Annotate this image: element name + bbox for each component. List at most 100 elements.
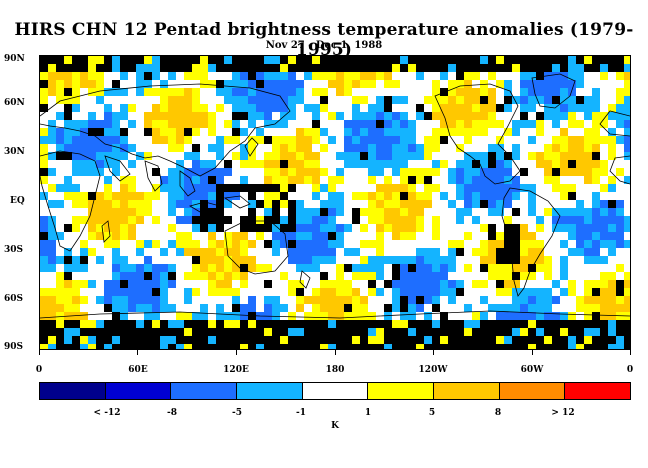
anomaly-cell	[552, 104, 560, 112]
anomaly-cell	[384, 160, 392, 168]
anomaly-cell	[432, 56, 440, 64]
anomaly-cell	[352, 144, 360, 152]
anomaly-cell	[120, 312, 128, 320]
anomaly-cell	[456, 208, 464, 216]
anomaly-cell	[144, 64, 152, 72]
anomaly-cell	[384, 144, 392, 152]
anomaly-cell	[88, 192, 96, 200]
anomaly-cell	[48, 232, 56, 240]
anomaly-cell	[528, 320, 536, 328]
anomaly-cell	[408, 344, 416, 349]
anomaly-cell	[576, 304, 584, 312]
anomaly-cell	[280, 160, 288, 168]
anomaly-cell	[248, 224, 256, 232]
anomaly-cell	[192, 88, 200, 96]
anomaly-cell	[448, 88, 456, 96]
anomaly-cell	[240, 152, 248, 160]
anomaly-cell	[400, 232, 408, 240]
anomaly-cell	[368, 56, 376, 64]
anomaly-cell	[592, 112, 600, 120]
anomaly-cell	[312, 56, 320, 64]
anomaly-cell	[240, 160, 248, 168]
anomaly-cell	[112, 136, 120, 144]
anomaly-cell	[80, 192, 88, 200]
anomaly-cell	[304, 56, 312, 64]
anomaly-cell	[560, 312, 568, 320]
anomaly-cell	[168, 176, 176, 184]
anomaly-cell	[496, 280, 504, 288]
anomaly-cell	[256, 264, 264, 272]
anomaly-cell	[408, 56, 416, 64]
anomaly-cell	[336, 56, 344, 64]
anomaly-cell	[344, 312, 352, 320]
anomaly-cell	[40, 96, 48, 104]
anomaly-cell	[192, 72, 200, 80]
anomaly-cell	[288, 288, 296, 296]
anomaly-cell	[512, 208, 520, 216]
anomaly-cell	[384, 152, 392, 160]
anomaly-cell	[248, 304, 256, 312]
anomaly-cell	[80, 144, 88, 152]
lon-label-180: 180	[325, 365, 345, 375]
anomaly-cell	[64, 56, 72, 64]
anomaly-cell	[136, 304, 144, 312]
anomaly-cell	[192, 344, 200, 349]
anomaly-cell	[488, 184, 496, 192]
anomaly-cell	[528, 72, 536, 80]
anomaly-cell	[240, 216, 248, 224]
anomaly-cell	[264, 136, 272, 144]
anomaly-cell	[352, 264, 360, 272]
anomaly-cell	[120, 344, 128, 349]
anomaly-cell	[544, 64, 552, 72]
anomaly-cell	[216, 304, 224, 312]
anomaly-cell	[360, 208, 368, 216]
anomaly-cell	[448, 128, 456, 136]
anomaly-cell	[184, 232, 192, 240]
anomaly-cell	[320, 296, 328, 304]
anomaly-cell	[384, 280, 392, 288]
anomaly-cell	[96, 296, 104, 304]
anomaly-cell	[568, 168, 576, 176]
anomaly-cell	[600, 136, 608, 144]
anomaly-cell	[232, 104, 240, 112]
anomaly-cell	[336, 304, 344, 312]
anomaly-cell	[480, 240, 488, 248]
anomaly-cell	[304, 216, 312, 224]
anomaly-cell	[576, 120, 584, 128]
anomaly-cell	[624, 176, 630, 184]
anomaly-cell	[584, 296, 592, 304]
anomaly-cell	[584, 248, 592, 256]
anomaly-cell	[352, 344, 360, 349]
anomaly-cell	[80, 120, 88, 128]
anomaly-cell	[56, 336, 64, 344]
anomaly-cell	[48, 200, 56, 208]
anomaly-cell	[184, 288, 192, 296]
anomaly-cell	[368, 80, 376, 88]
anomaly-cell	[408, 264, 416, 272]
anomaly-cell	[368, 104, 376, 112]
anomaly-cell	[280, 56, 288, 64]
anomaly-cell	[464, 200, 472, 208]
anomaly-cell	[304, 296, 312, 304]
anomaly-cell	[464, 176, 472, 184]
anomaly-cell	[208, 192, 216, 200]
anomaly-cell	[600, 64, 608, 72]
anomaly-cell	[608, 176, 616, 184]
anomaly-cell	[104, 192, 112, 200]
anomaly-cell	[152, 64, 160, 72]
anomaly-cell	[176, 240, 184, 248]
anomaly-cell	[160, 120, 168, 128]
anomaly-cell	[296, 168, 304, 176]
anomaly-cell	[64, 304, 72, 312]
anomaly-cell	[272, 200, 280, 208]
anomaly-cell	[200, 224, 208, 232]
anomaly-cell	[560, 288, 568, 296]
anomaly-cell	[504, 288, 512, 296]
anomaly-cell	[160, 280, 168, 288]
anomaly-cell	[144, 280, 152, 288]
anomaly-cell	[592, 120, 600, 128]
anomaly-cell	[232, 96, 240, 104]
lon-label-120e: 120E	[223, 365, 249, 375]
anomaly-cell	[64, 296, 72, 304]
anomaly-cell	[288, 80, 296, 88]
